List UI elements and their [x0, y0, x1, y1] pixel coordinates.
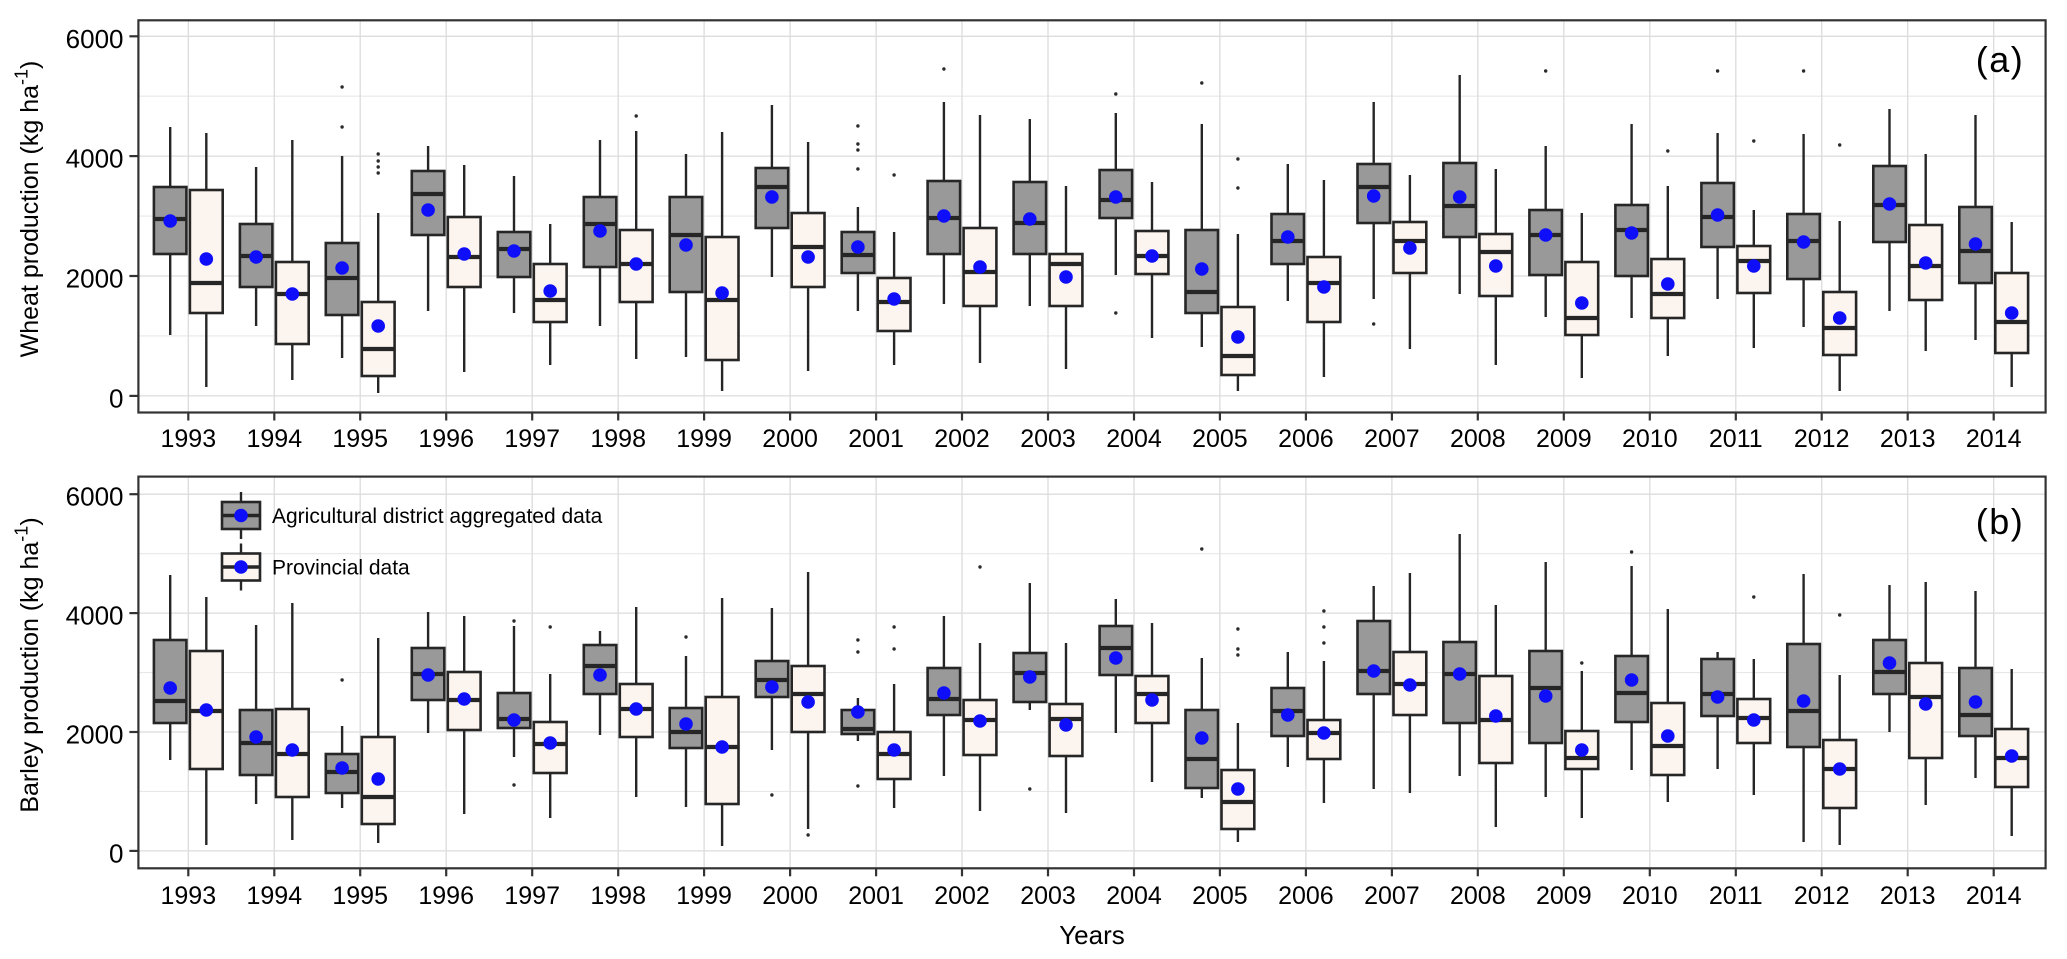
svg-text:2005: 2005 [1192, 882, 1248, 910]
svg-text:2006: 2006 [1278, 882, 1334, 910]
svg-text:(b): (b) [1976, 501, 2025, 542]
svg-text:Agricultural district aggregat: Agricultural district aggregated data [272, 505, 603, 528]
svg-text:Barley production (kg ha-1): Barley production (kg ha-1) [12, 517, 45, 812]
svg-text:2004: 2004 [1106, 882, 1162, 910]
svg-text:4000: 4000 [66, 601, 124, 631]
svg-text:2000: 2000 [66, 264, 124, 294]
svg-text:2007: 2007 [1364, 882, 1420, 910]
svg-text:2012: 2012 [1794, 882, 1850, 910]
svg-text:6000: 6000 [66, 482, 124, 512]
svg-text:2008: 2008 [1450, 425, 1506, 453]
svg-text:1996: 1996 [418, 425, 474, 453]
svg-text:2014: 2014 [1966, 425, 2022, 453]
svg-text:2014: 2014 [1966, 882, 2022, 910]
svg-text:Provincial data: Provincial data [272, 557, 410, 580]
svg-text:2010: 2010 [1622, 425, 1678, 453]
svg-text:6000: 6000 [66, 24, 124, 54]
svg-text:1993: 1993 [160, 425, 216, 453]
svg-text:2001: 2001 [848, 882, 904, 910]
svg-text:2003: 2003 [1020, 425, 1076, 453]
svg-text:2010: 2010 [1622, 882, 1678, 910]
svg-text:1999: 1999 [676, 425, 732, 453]
svg-text:2007: 2007 [1364, 425, 1420, 453]
svg-text:1993: 1993 [160, 882, 216, 910]
svg-text:2001: 2001 [848, 425, 904, 453]
svg-text:Years: Years [1059, 920, 1125, 950]
svg-text:1998: 1998 [590, 882, 646, 910]
svg-text:1997: 1997 [504, 882, 560, 910]
svg-text:1995: 1995 [332, 425, 388, 453]
svg-text:2013: 2013 [1880, 425, 1936, 453]
svg-text:2004: 2004 [1106, 425, 1162, 453]
svg-text:2009: 2009 [1536, 882, 1592, 910]
svg-text:2005: 2005 [1192, 425, 1248, 453]
svg-text:2009: 2009 [1536, 425, 1592, 453]
svg-text:1999: 1999 [676, 882, 732, 910]
svg-text:2011: 2011 [1709, 425, 1763, 453]
svg-text:2003: 2003 [1020, 882, 1076, 910]
svg-text:1994: 1994 [246, 425, 302, 453]
svg-text:1995: 1995 [332, 882, 388, 910]
svg-text:2002: 2002 [934, 882, 990, 910]
svg-text:2000: 2000 [66, 720, 124, 750]
svg-text:2013: 2013 [1880, 882, 1936, 910]
svg-text:0: 0 [109, 383, 123, 413]
svg-text:2000: 2000 [762, 882, 818, 910]
svg-text:2011: 2011 [1709, 882, 1763, 910]
svg-text:2002: 2002 [934, 425, 990, 453]
svg-text:1998: 1998 [590, 425, 646, 453]
svg-text:4000: 4000 [66, 144, 124, 174]
svg-text:Wheat production (kg ha-1): Wheat production (kg ha-1) [12, 61, 45, 358]
svg-text:2000: 2000 [762, 425, 818, 453]
svg-text:2012: 2012 [1794, 425, 1850, 453]
svg-text:0: 0 [109, 838, 123, 868]
svg-text:(a): (a) [1976, 39, 2025, 80]
svg-text:1996: 1996 [418, 882, 474, 910]
svg-text:2008: 2008 [1450, 882, 1506, 910]
svg-text:2006: 2006 [1278, 425, 1334, 453]
svg-text:1994: 1994 [246, 882, 302, 910]
svg-text:1997: 1997 [504, 425, 560, 453]
